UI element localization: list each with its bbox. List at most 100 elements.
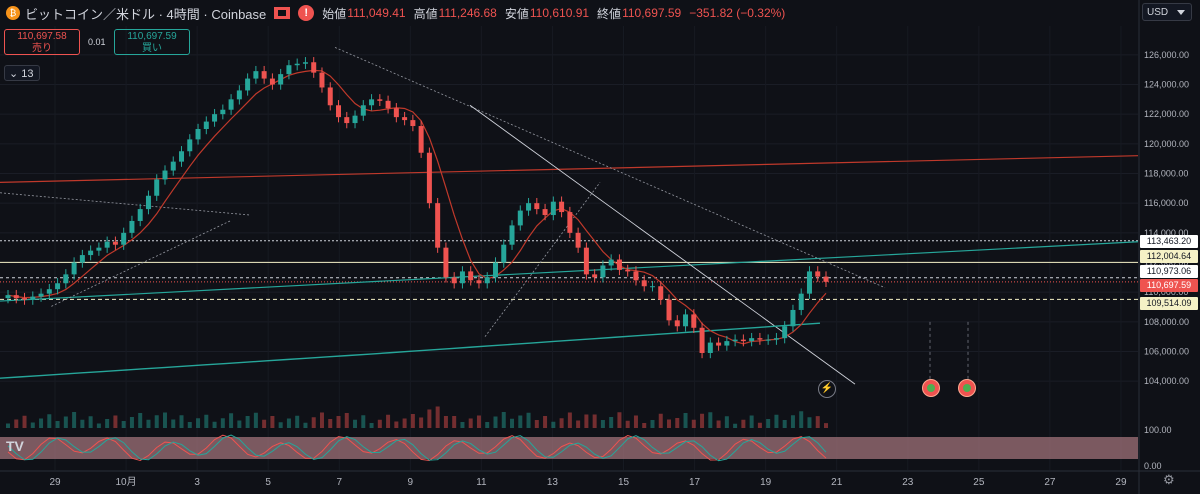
candle-body <box>443 247 449 278</box>
volume-bar <box>534 420 539 428</box>
oscillator-pane: 100.00 0.00 <box>0 425 1172 471</box>
currency-select[interactable]: USD <box>1142 3 1192 21</box>
candle-body <box>286 65 292 75</box>
price-tag: 110,973.06 <box>1140 265 1198 278</box>
volume-bar <box>22 415 27 428</box>
y-tick-label: 120,000.00 <box>1144 139 1189 149</box>
y-tick-label: 104,000.00 <box>1144 376 1189 386</box>
volume-bar <box>179 415 184 428</box>
buy-button[interactable]: 110,697.59 買い <box>114 29 190 55</box>
volume-bar <box>733 423 738 428</box>
volume-bar <box>105 419 110 428</box>
volume-bar <box>584 414 589 428</box>
candle-body <box>22 298 28 300</box>
volume-bar <box>625 420 630 428</box>
volume-bar <box>501 412 506 428</box>
volume-bar <box>262 419 267 428</box>
indicators-count: 13 <box>21 68 34 80</box>
candle-body <box>773 338 779 340</box>
candle-body <box>683 314 689 327</box>
candle-body <box>592 274 598 278</box>
y-tick-label: 114,000.00 <box>1144 228 1188 238</box>
lightning-icon[interactable]: ⚡ <box>818 380 836 398</box>
volume-bar <box>435 406 440 428</box>
volume-bar <box>353 419 358 428</box>
volume-bar <box>154 415 159 428</box>
y-tick-label: 126,000.00 <box>1144 50 1189 60</box>
volume-bar <box>642 423 647 428</box>
volume-bar <box>443 416 448 428</box>
volume-bar <box>311 417 316 428</box>
moving-average <box>7 69 827 345</box>
candle-body <box>145 195 151 210</box>
last-price-tag: 110,697.59 <box>1140 279 1198 292</box>
candle-body <box>459 271 465 284</box>
candle-body <box>377 99 383 101</box>
time-axis[interactable]: 29 10月 3 5 7 9 11 13 15 17 19 21 23 25 27 29 <box>0 470 1200 488</box>
volume-bar <box>220 418 225 428</box>
sell-label: 売り <box>32 43 52 54</box>
trend-line <box>484 182 601 337</box>
price-axis[interactable]: 126,000.00 124,000.00 122,000.00 120,000.00… <box>1138 0 1189 494</box>
candle-body <box>716 342 722 346</box>
volume-bars <box>6 406 828 428</box>
trend-line <box>49 220 231 308</box>
candle-body <box>319 72 325 88</box>
volume-bar <box>700 413 705 428</box>
change-value: −351.82 (−0.32%) <box>689 6 786 20</box>
candle-body <box>385 100 391 109</box>
candle-body <box>468 271 474 281</box>
candle-body <box>633 271 639 281</box>
symbol-title[interactable]: ビットコイン／米ドル · 4時間 · Coinbase <box>25 6 267 22</box>
symbol-header: ₿ ビットコイン／米ドル · 4時間 · Coinbase ! 始値 111,0… <box>0 0 793 26</box>
candle-body <box>724 341 730 346</box>
x-tick-label: 3 <box>194 477 200 488</box>
candle-body <box>476 280 482 284</box>
volume-bar <box>782 420 787 428</box>
y-tick-label: 110,000.00 <box>1144 287 1188 297</box>
candle-body <box>509 225 515 245</box>
volume-bar <box>493 416 498 428</box>
volume-bar <box>691 419 696 428</box>
volume-bar <box>253 412 258 428</box>
x-tick-label: 19 <box>760 477 772 488</box>
candle-body <box>402 117 408 121</box>
candle-body <box>203 121 209 129</box>
volume-bar <box>650 420 655 428</box>
alert-icon[interactable]: ! <box>298 5 315 21</box>
indicators-toggle[interactable]: ⌄ 13 <box>4 65 40 81</box>
candle-body <box>5 295 11 299</box>
volume-bar <box>683 413 688 428</box>
volume-bar <box>476 415 481 428</box>
candle-body <box>658 286 664 300</box>
y-tick-label: 108,000.00 <box>1144 317 1189 327</box>
volume-bar <box>146 419 151 428</box>
sell-button[interactable]: 110,697.58 売り <box>4 29 80 55</box>
volume-bar <box>394 421 399 428</box>
candle-body <box>212 114 218 122</box>
gear-icon[interactable]: ⚙ <box>1163 472 1175 487</box>
candle-body <box>369 99 375 106</box>
volume-bar <box>658 413 663 428</box>
economic-event-icon[interactable] <box>922 379 940 397</box>
volume-bar <box>245 416 250 428</box>
candle-body <box>501 244 507 263</box>
economic-event-icon[interactable] <box>958 379 976 397</box>
candle-body <box>302 62 308 64</box>
flag-icon[interactable] <box>274 7 291 19</box>
candle-body <box>154 179 160 196</box>
oscillator-k-line <box>7 434 827 461</box>
volume-bar <box>766 419 771 428</box>
volume-bar <box>592 414 597 428</box>
x-tick-label: 29 <box>1115 477 1127 488</box>
candle-body <box>575 232 581 248</box>
candle-body <box>559 201 565 213</box>
candle-body <box>534 203 540 210</box>
candle-body <box>13 295 19 299</box>
volume-bar <box>460 422 465 428</box>
tradingview-logo-icon[interactable]: TV <box>6 438 24 454</box>
volume-bar <box>824 423 828 428</box>
volume-bar <box>113 415 118 428</box>
volume-bar <box>724 416 729 428</box>
